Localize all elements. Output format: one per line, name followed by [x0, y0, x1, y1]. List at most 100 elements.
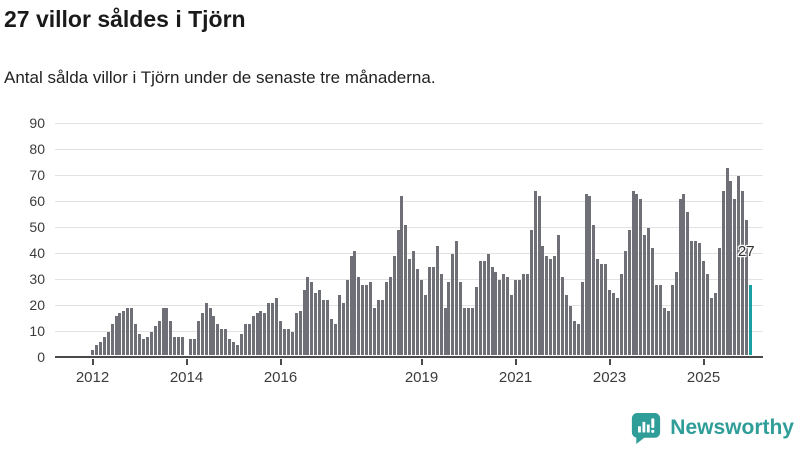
bar — [643, 235, 647, 355]
bar — [658, 284, 662, 355]
bar — [521, 274, 525, 355]
bar — [192, 339, 196, 355]
bar — [514, 279, 518, 355]
bar — [165, 308, 169, 355]
bar — [161, 308, 165, 355]
bar — [396, 230, 400, 355]
y-axis-label: 90 — [29, 115, 45, 131]
bar — [275, 297, 279, 355]
bar — [635, 193, 639, 355]
bar — [333, 323, 337, 355]
bar — [486, 253, 490, 355]
bar — [639, 199, 643, 355]
x-axis-tick — [185, 359, 188, 365]
bar — [651, 248, 655, 355]
bar — [533, 191, 537, 355]
bar — [627, 230, 631, 355]
bar — [94, 344, 98, 355]
bar — [212, 316, 216, 355]
bar — [709, 297, 713, 355]
y-axis-label: 30 — [29, 271, 45, 287]
bar — [169, 321, 173, 355]
bar — [702, 261, 706, 355]
bar — [447, 282, 451, 355]
bar — [572, 321, 576, 355]
y-axis-label: 0 — [37, 349, 45, 365]
bar — [596, 258, 600, 355]
bar — [498, 279, 502, 355]
bar — [745, 219, 749, 355]
bar — [188, 339, 192, 355]
bar — [557, 235, 561, 355]
bar — [666, 310, 670, 355]
gridline — [55, 123, 763, 124]
bar — [181, 336, 185, 355]
bar — [729, 180, 733, 355]
bar — [592, 225, 596, 355]
bar — [102, 336, 106, 355]
bar — [290, 331, 294, 355]
y-axis-label: 20 — [29, 297, 45, 313]
bar — [298, 310, 302, 355]
bar — [208, 308, 212, 355]
page-title: 27 villor såldes i Tjörn — [4, 6, 246, 32]
bar — [412, 251, 416, 355]
bar — [224, 329, 228, 355]
bar — [423, 295, 427, 355]
bar — [737, 175, 741, 355]
bar — [357, 277, 361, 355]
bar — [439, 274, 443, 355]
x-axis-tick — [91, 359, 94, 365]
plot-area: 0 10 20 30 40 50 60 70 80 90 2012 2014 2016 2019 2021 2… — [29, 116, 763, 386]
bar — [365, 284, 369, 355]
x-axis-label: 2019 — [404, 369, 439, 386]
bar — [329, 318, 333, 355]
bar — [353, 251, 357, 355]
bar — [564, 295, 568, 355]
bar — [380, 300, 384, 355]
bar — [608, 290, 612, 355]
gridline — [55, 227, 763, 228]
bar — [157, 321, 161, 355]
bar — [561, 277, 565, 355]
x-axis-label: 2014 — [169, 369, 204, 386]
bar — [110, 323, 114, 355]
highlighted-bar — [749, 284, 753, 355]
y-axis-label: 40 — [29, 245, 45, 261]
gridline — [55, 149, 763, 150]
chart-subtitle: Antal sålda villor i Tjörn under de sena… — [4, 68, 436, 87]
bar — [615, 297, 619, 355]
bar — [717, 248, 721, 355]
x-axis-tick — [608, 359, 611, 365]
bar — [725, 167, 729, 355]
bar — [220, 329, 224, 355]
bar — [286, 329, 290, 355]
bar — [490, 266, 494, 355]
x-axis-label: 2021 — [498, 369, 533, 386]
bar — [216, 323, 220, 355]
bar — [631, 191, 635, 355]
bar — [431, 266, 435, 355]
bar — [349, 256, 353, 355]
bar — [506, 277, 510, 355]
bar — [373, 308, 377, 355]
bar — [400, 196, 404, 355]
y-axis-label: 70 — [29, 167, 45, 183]
x-axis-tick — [514, 359, 517, 365]
bar — [694, 240, 698, 355]
bar — [106, 331, 110, 355]
bar — [611, 292, 615, 355]
bar — [463, 308, 467, 355]
bar — [619, 274, 623, 355]
bar — [662, 308, 666, 355]
bar — [470, 308, 474, 355]
bar — [549, 258, 553, 355]
x-axis-tick — [279, 359, 282, 365]
bar — [537, 196, 541, 355]
bar — [247, 323, 251, 355]
bar — [263, 313, 267, 355]
bar — [568, 305, 572, 355]
bar — [420, 279, 424, 355]
bar — [604, 264, 608, 355]
bar — [91, 349, 94, 355]
